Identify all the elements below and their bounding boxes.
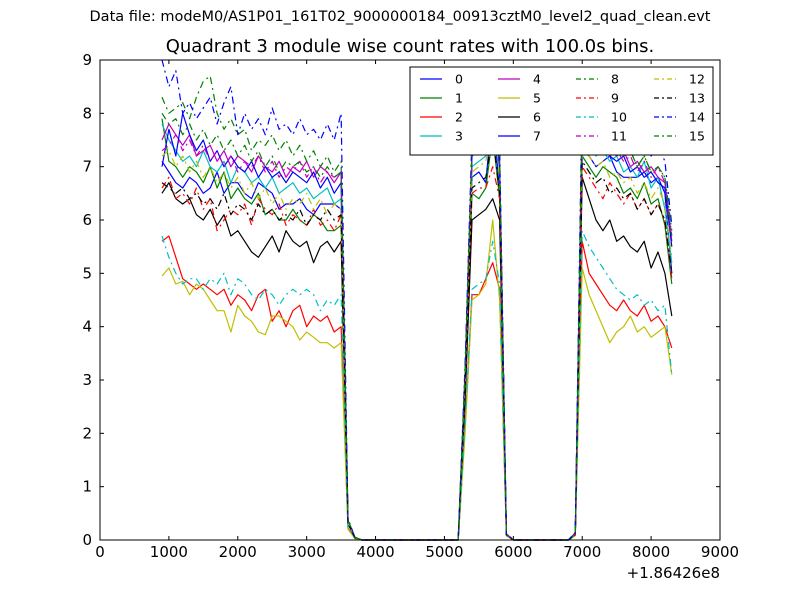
series-line-0	[161, 107, 673, 541]
series-line-5	[161, 219, 673, 541]
series-line-3	[161, 102, 673, 541]
y-tick-label: 3	[82, 371, 92, 389]
x-offset-label: +1.86426e8	[627, 564, 720, 582]
y-tick-label: 0	[82, 531, 92, 549]
legend-label: 15	[689, 129, 705, 144]
y-tick-label: 4	[82, 318, 92, 336]
legend-label: 4	[533, 72, 541, 87]
series-line-7	[161, 91, 673, 541]
series-line-6	[161, 176, 673, 541]
legend-label: 1	[455, 91, 463, 106]
y-tick-label: 8	[82, 104, 92, 122]
legend-label: 10	[611, 110, 627, 125]
figure-suptitle: Data file: modeM0/AS1P01_161T02_90000001…	[89, 9, 711, 25]
legend-label: 5	[533, 91, 541, 106]
x-tick-label: 4000	[356, 543, 394, 561]
axes-frame	[99, 59, 721, 541]
x-tick-label: 9000	[701, 543, 739, 561]
legend-box	[409, 66, 714, 156]
x-tick-label: 1000	[150, 543, 188, 561]
legend-label: 0	[455, 72, 463, 87]
y-tick-label: 5	[82, 264, 92, 282]
x-tick-label: 2000	[219, 543, 257, 561]
y-tick-label: 7	[82, 158, 92, 176]
legend-label: 8	[611, 72, 619, 87]
x-tick-label: 6000	[494, 543, 532, 561]
legend-label: 12	[689, 72, 705, 87]
y-tick-label: 9	[82, 51, 92, 69]
series-line-10	[161, 230, 673, 541]
x-tick-label: 7000	[563, 543, 601, 561]
series-line-13	[161, 134, 673, 541]
series-line-2	[161, 235, 673, 541]
series-line-1	[161, 118, 673, 541]
legend-label: 9	[611, 91, 619, 106]
legend-label: 14	[689, 110, 705, 125]
x-tick-label: 5000	[425, 543, 463, 561]
series-line-9	[161, 166, 673, 541]
legend-label: 7	[533, 129, 541, 144]
x-tick-label: 0	[95, 543, 105, 561]
y-tick-label: 6	[82, 211, 92, 229]
legend-label: 3	[455, 129, 463, 144]
y-tick-label: 2	[82, 424, 92, 442]
x-tick-label: 3000	[288, 543, 326, 561]
x-tick-label: 8000	[632, 543, 670, 561]
legend-label: 11	[611, 129, 627, 144]
y-tick-label: 1	[82, 478, 92, 496]
axis-ticks: 0 1000 2000 3000 4000 5000 6000 7000 8000 9000012…	[82, 51, 739, 561]
chart-title: Quadrant 3 module wise count rates with …	[165, 36, 655, 57]
legend-label: 13	[689, 91, 705, 106]
legend-label: 2	[455, 110, 463, 125]
legend-label: 6	[533, 110, 541, 125]
